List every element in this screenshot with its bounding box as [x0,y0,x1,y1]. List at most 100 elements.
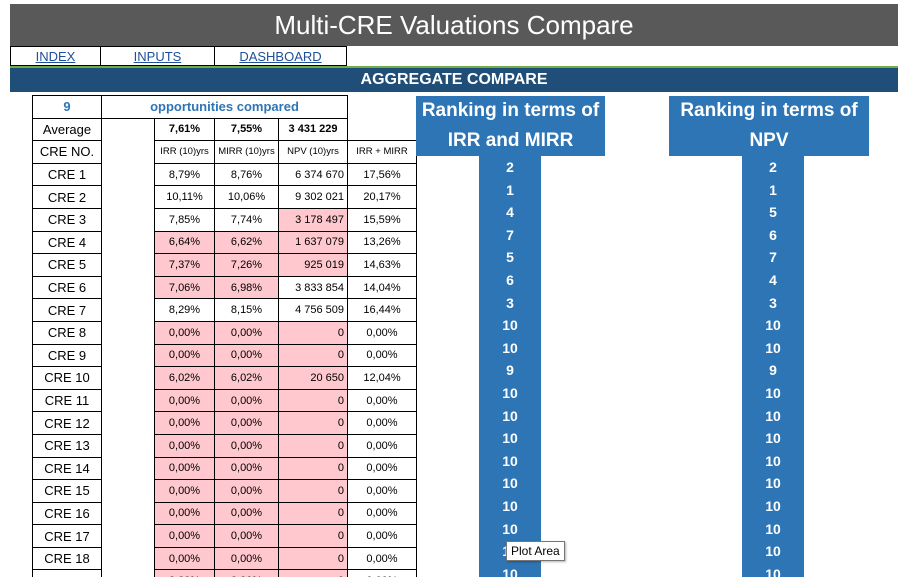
irr-cell[interactable]: 0,00% [154,320,215,345]
average-npv[interactable]: 3 431 229 [278,117,348,142]
cre-name-cell[interactable]: CRE 5 [32,253,102,277]
cre-name-cell[interactable]: CRE 14 [32,456,102,481]
mirr-cell[interactable]: 10,06% [214,185,279,209]
average-irr[interactable]: 7,61% [154,117,215,142]
npv-cell[interactable]: 0 [278,320,348,345]
npv-cell[interactable]: 0 [278,433,348,458]
average-mirr[interactable]: 7,55% [214,117,279,142]
irr-cell[interactable]: 0,00% [154,501,215,526]
irr-cell[interactable]: 7,85% [154,207,215,232]
inputs-link[interactable]: INPUTS [100,46,215,66]
cre-name-cell[interactable]: CRE 4 [32,230,102,255]
irr-mirr-cell[interactable]: 14,63% [347,253,417,277]
cre-name-cell[interactable]: CRE 6 [32,275,102,300]
irr-cell[interactable]: 8,29% [154,298,215,322]
npv-cell[interactable]: 0 [278,456,348,481]
npv-cell[interactable]: 1 637 079 [278,230,348,255]
cre-name-cell[interactable]: CRE 8 [32,320,102,345]
irr-cell[interactable]: 0,00% [154,546,215,571]
cre-name-cell[interactable]: CRE 7 [32,298,102,322]
irr-cell[interactable]: 7,37% [154,253,215,277]
irr-mirr-cell[interactable]: 0,00% [347,388,417,413]
mirr-cell[interactable]: 0,00% [214,501,279,526]
mirr-cell[interactable]: 0,00% [214,569,279,577]
mirr-cell[interactable]: 7,26% [214,253,279,277]
irr-mirr-cell[interactable]: 0,00% [347,524,417,548]
irr-mirr-cell[interactable]: 0,00% [347,501,417,526]
npv-cell[interactable]: 0 [278,501,348,526]
irr-mirr-cell[interactable]: 0,00% [347,433,417,458]
mirr-cell[interactable]: 7,74% [214,207,279,232]
mirr-cell[interactable]: 0,00% [214,343,279,368]
mirr-cell[interactable]: 8,76% [214,162,279,187]
npv-cell[interactable]: 3 833 854 [278,275,348,300]
irr-mirr-cell[interactable]: 12,04% [347,366,417,390]
irr-mirr-cell[interactable]: 0,00% [347,411,417,435]
irr-mirr-cell[interactable]: 0,00% [347,546,417,571]
cre-name-cell[interactable]: CRE 11 [32,388,102,413]
opportunity-count[interactable]: 9 [32,95,102,119]
npv-cell[interactable]: 0 [278,524,348,548]
npv-cell[interactable]: 4 756 509 [278,298,348,322]
irr-mirr-cell[interactable]: 17,56% [347,162,417,187]
mirr-cell[interactable]: 6,62% [214,230,279,255]
mirr-cell[interactable]: 0,00% [214,320,279,345]
irr-cell[interactable]: 0,00% [154,411,215,435]
irr-cell[interactable]: 0,00% [154,569,215,577]
irr-cell[interactable]: 6,64% [154,230,215,255]
irr-cell[interactable]: 7,06% [154,275,215,300]
npv-cell[interactable]: 6 374 670 [278,162,348,187]
cre-name-cell[interactable]: CRE 18 [32,546,102,571]
cre-name-cell[interactable]: CRE 9 [32,343,102,368]
irr-mirr-cell[interactable]: 14,04% [347,275,417,300]
irr-mirr-cell[interactable]: 16,44% [347,298,417,322]
irr-mirr-cell[interactable]: 13,26% [347,230,417,255]
npv-cell[interactable]: 0 [278,411,348,435]
irr-cell[interactable]: 6,02% [154,366,215,390]
irr-mirr-cell[interactable]: 0,00% [347,479,417,503]
npv-cell[interactable]: 20 650 [278,366,348,390]
cre-name-cell[interactable]: CRE 3 [32,207,102,232]
cre-name-cell[interactable]: CRE 1 [32,162,102,187]
cre-name-cell[interactable]: CRE 19 [32,569,102,577]
cre-name-cell[interactable]: CRE 17 [32,524,102,548]
cre-name-cell[interactable]: CRE 2 [32,185,102,209]
npv-cell[interactable]: 925 019 [278,253,348,277]
npv-cell[interactable]: 0 [278,546,348,571]
mirr-cell[interactable]: 0,00% [214,411,279,435]
irr-cell[interactable]: 0,00% [154,388,215,413]
index-link[interactable]: INDEX [10,46,101,66]
irr-mirr-cell[interactable]: 0,00% [347,320,417,345]
npv-cell[interactable]: 0 [278,479,348,503]
mirr-cell[interactable]: 0,00% [214,524,279,548]
npv-cell[interactable]: 9 302 021 [278,185,348,209]
dashboard-link[interactable]: DASHBOARD [214,46,347,66]
cre-name-cell[interactable]: CRE 15 [32,479,102,503]
irr-cell[interactable]: 0,00% [154,433,215,458]
cre-name-cell[interactable]: CRE 16 [32,501,102,526]
irr-mirr-cell[interactable]: 0,00% [347,569,417,577]
irr-mirr-cell[interactable]: 0,00% [347,456,417,481]
npv-cell[interactable]: 3 178 497 [278,207,348,232]
mirr-cell[interactable]: 0,00% [214,388,279,413]
irr-cell[interactable]: 0,00% [154,479,215,503]
irr-mirr-cell[interactable]: 0,00% [347,343,417,368]
mirr-cell[interactable]: 8,15% [214,298,279,322]
irr-cell[interactable]: 10,11% [154,185,215,209]
mirr-cell[interactable]: 6,02% [214,366,279,390]
mirr-cell[interactable]: 0,00% [214,546,279,571]
npv-cell[interactable]: 0 [278,388,348,413]
irr-mirr-cell[interactable]: 20,17% [347,185,417,209]
irr-cell[interactable]: 0,00% [154,524,215,548]
mirr-cell[interactable]: 0,00% [214,456,279,481]
cre-name-cell[interactable]: CRE 13 [32,433,102,458]
mirr-cell[interactable]: 0,00% [214,479,279,503]
npv-cell[interactable]: 0 [278,343,348,368]
cre-name-cell[interactable]: CRE 10 [32,366,102,390]
irr-cell[interactable]: 0,00% [154,343,215,368]
irr-cell[interactable]: 0,00% [154,456,215,481]
irr-mirr-cell[interactable]: 15,59% [347,207,417,232]
irr-cell[interactable]: 8,79% [154,162,215,187]
mirr-cell[interactable]: 6,98% [214,275,279,300]
npv-cell[interactable]: 0 [278,569,348,577]
